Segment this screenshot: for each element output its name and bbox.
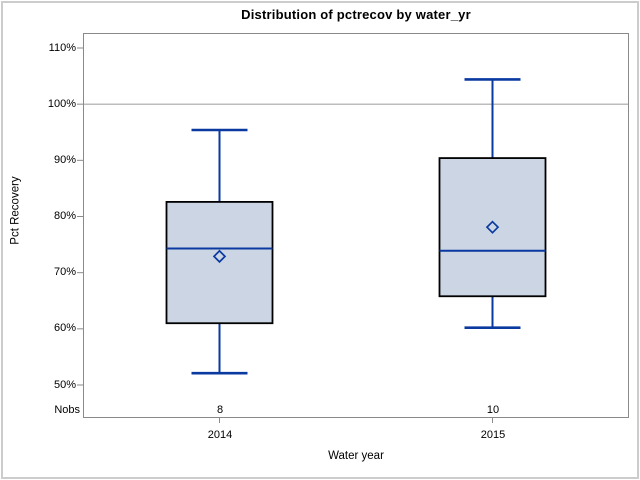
y-tick-label: 110% [48, 42, 76, 54]
x-tick-label: 2015 [480, 429, 506, 441]
mean-diamond-icon [485, 220, 500, 234]
y-tick-label: 80% [53, 210, 76, 222]
nobs-value: 10 [486, 404, 500, 416]
y-tick-label: 60% [53, 322, 76, 334]
box-2015 [438, 157, 547, 298]
x-tick-label: 2014 [207, 429, 233, 441]
plot-border [83, 33, 629, 418]
y-tick-label: 100% [47, 98, 76, 110]
y-tick-label: 70% [53, 266, 76, 278]
nobs-row-label: Nobs [54, 404, 80, 416]
y-tick-label: 90% [53, 154, 76, 166]
y-tick-label: 50% [53, 379, 76, 391]
plot-area [77, 33, 629, 423]
nobs-value: 8 [216, 404, 224, 416]
chart-title: Distribution of pctrecov by water_yr [241, 7, 471, 22]
x-axis-label: Water year [328, 450, 384, 462]
mean-diamond-icon [212, 249, 227, 264]
boxplot-svg [77, 33, 629, 423]
